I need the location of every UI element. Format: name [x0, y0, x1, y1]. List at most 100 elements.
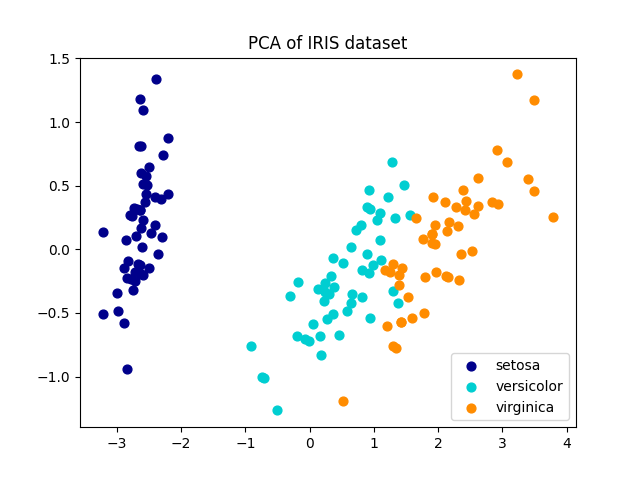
versicolor [326, 273, 336, 280]
setosa [133, 260, 143, 268]
setosa [128, 286, 138, 294]
virginica [394, 272, 404, 279]
setosa [143, 264, 154, 272]
virginica [429, 240, 440, 248]
setosa [119, 264, 129, 272]
setosa [129, 204, 140, 212]
virginica [396, 319, 406, 326]
setosa [134, 206, 145, 214]
virginica [460, 207, 470, 215]
virginica [427, 239, 437, 247]
versicolor [364, 205, 374, 213]
setosa [163, 134, 173, 142]
versicolor [320, 280, 330, 288]
setosa [135, 206, 145, 214]
versicolor [334, 331, 344, 338]
versicolor [319, 288, 330, 296]
setosa [138, 180, 148, 188]
versicolor [307, 320, 317, 327]
versicolor [321, 315, 332, 323]
setosa [141, 191, 151, 198]
versicolor [388, 287, 398, 295]
setosa [138, 107, 148, 114]
versicolor [246, 342, 257, 349]
virginica [493, 200, 503, 208]
versicolor [393, 299, 403, 307]
versicolor [342, 307, 353, 315]
virginica [381, 323, 392, 330]
setosa [150, 193, 160, 201]
versicolor [316, 351, 326, 359]
versicolor [356, 266, 367, 274]
setosa [157, 233, 167, 240]
setosa [137, 243, 147, 251]
virginica [427, 230, 437, 238]
virginica [469, 210, 479, 218]
versicolor [319, 297, 330, 305]
setosa [138, 216, 148, 224]
setosa [130, 268, 140, 276]
virginica [529, 187, 540, 194]
virginica [460, 197, 470, 205]
versicolor [362, 204, 372, 211]
setosa [141, 172, 152, 180]
versicolor [357, 293, 367, 300]
virginica [428, 193, 438, 201]
virginica [467, 247, 477, 254]
virginica [453, 222, 463, 230]
versicolor [329, 283, 339, 290]
versicolor [376, 256, 387, 264]
virginica [406, 314, 417, 322]
virginica [548, 213, 559, 220]
virginica [427, 230, 437, 238]
versicolor [365, 314, 376, 322]
setosa [136, 225, 146, 232]
virginica [394, 281, 404, 289]
versicolor [356, 221, 367, 228]
setosa [153, 250, 163, 258]
Legend: setosa, versicolor, virginica: setosa, versicolor, virginica [451, 353, 569, 420]
versicolor [316, 332, 326, 340]
versicolor [293, 278, 303, 286]
setosa [143, 163, 154, 171]
setosa [134, 96, 145, 103]
setosa [135, 261, 145, 269]
setosa [120, 237, 131, 244]
setosa [151, 75, 161, 83]
versicolor [304, 337, 314, 345]
virginica [429, 222, 440, 229]
virginica [444, 218, 454, 226]
setosa [112, 289, 122, 297]
virginica [472, 174, 483, 182]
virginica [454, 276, 464, 284]
setosa [97, 311, 108, 318]
setosa [158, 151, 168, 159]
versicolor [300, 335, 310, 343]
virginica [456, 251, 466, 258]
setosa [130, 277, 140, 285]
versicolor [337, 259, 348, 266]
setosa [138, 272, 148, 279]
versicolor [364, 269, 374, 276]
setosa [156, 196, 166, 204]
versicolor [390, 215, 400, 222]
virginica [444, 273, 454, 281]
versicolor [285, 292, 295, 300]
versicolor [346, 299, 356, 306]
versicolor [324, 290, 334, 298]
virginica [420, 273, 431, 281]
setosa [136, 271, 146, 278]
virginica [512, 71, 522, 78]
setosa [134, 142, 145, 150]
versicolor [328, 254, 338, 262]
versicolor [257, 373, 267, 381]
setosa [119, 319, 129, 327]
virginica [418, 235, 428, 243]
versicolor [272, 407, 282, 414]
setosa [150, 221, 160, 229]
versicolor [351, 227, 361, 234]
setosa [136, 169, 146, 177]
virginica [442, 228, 452, 235]
virginica [391, 344, 401, 352]
virginica [472, 202, 483, 209]
